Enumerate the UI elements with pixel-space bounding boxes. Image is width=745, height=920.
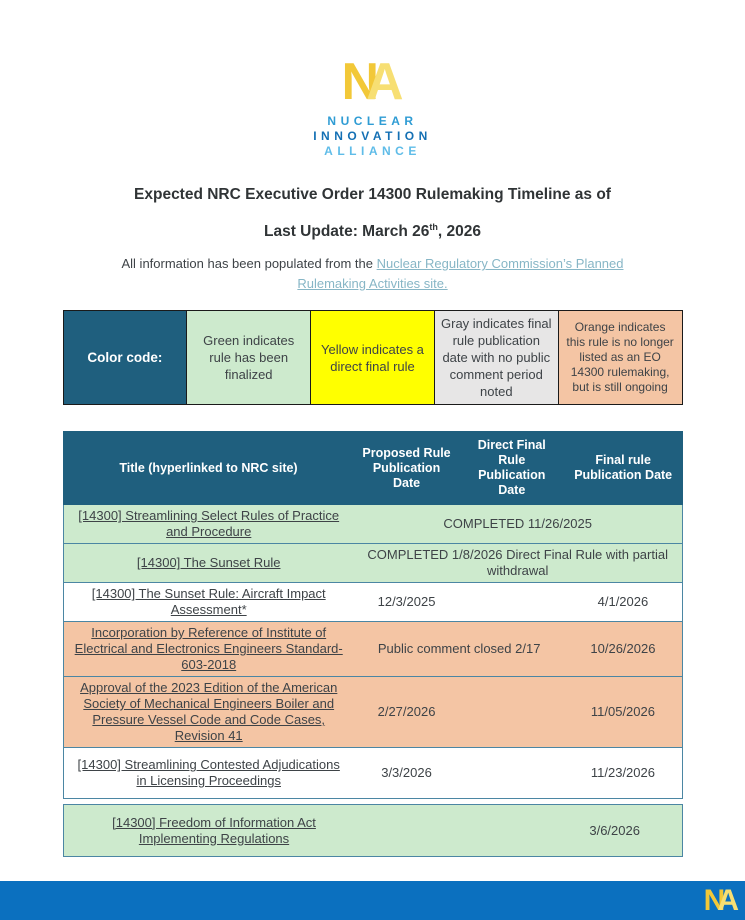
nia-wordmark: NUCLEAR INNOVATION ALLIANCE (0, 114, 745, 159)
rule-link[interactable]: Approval of the 2023 Edition of the Amer… (80, 680, 338, 744)
legend-green-cell: Green indicates rule has been finalized (186, 310, 312, 406)
final-date-cell: 4/1/2026 (564, 582, 683, 623)
footer-bar: NA (0, 881, 745, 920)
direct-final-date-cell (459, 747, 565, 800)
table-row: [14300] Freedom of Information Act Imple… (62, 804, 683, 858)
footer-nia-logo-icon: NA (703, 884, 739, 917)
legend-yellow-cell: Yellow indicates a direct final rule (310, 310, 435, 406)
proposed-date-cell: 2/27/2026 (353, 676, 460, 749)
table-row: [14300] Streamlining Contested Adjudicat… (62, 747, 683, 800)
rule-status-cell: COMPLETED 11/26/2025 (353, 504, 683, 545)
rule-link[interactable]: [14300] The Sunset Rule (136, 555, 281, 571)
nia-logo-mark-icon: NA (0, 56, 745, 108)
source-note-text: All information has been populated from … (121, 256, 377, 272)
page-title-line1: Expected NRC Executive Order 14300 Rulem… (134, 186, 611, 203)
rule-title-cell: [14300] Streamlining Select Rules of Pra… (62, 504, 354, 545)
table-row: [14300] The Sunset Rule COMPLETED 1/8/20… (62, 543, 683, 584)
rule-title-cell: [14300] The Sunset Rule (62, 543, 354, 584)
table-header-row: Title (hyperlinked to NRC site) Proposed… (62, 431, 683, 506)
wordmark-nuclear: NUCLEAR (327, 114, 418, 128)
rule-title-cell: [14300] Streamlining Contested Adjudicat… (62, 747, 354, 800)
rule-title-cell: Approval of the 2023 Edition of the Amer… (62, 676, 354, 749)
page-title-line2: Last Update: March 26th, 2026 (264, 222, 481, 241)
rule-status-cell: COMPLETED 1/8/2026 Direct Final Rule wit… (353, 543, 683, 584)
rule-link[interactable]: [14300] Streamlining Contested Adjudicat… (77, 757, 340, 789)
legend-orange-cell: Orange indicates this rule is no longer … (557, 310, 683, 406)
final-date-cell: 11/05/2026 (564, 676, 683, 749)
direct-final-date-cell (459, 582, 565, 623)
header-final-date: Final rule Publication Date (563, 431, 683, 506)
rule-link[interactable]: [14300] Freedom of Information Act Imple… (112, 814, 316, 846)
rule-title-cell: [14300] The Sunset Rule: Aircraft Impact… (62, 582, 354, 623)
nia-logo: NA NUCLEAR INNOVATION ALLIANCE (0, 0, 745, 159)
table-row: Incorporation by Reference of Institute … (62, 621, 683, 678)
wordmark-alliance: ALLIANCE (324, 144, 421, 158)
final-date-cell: 3/6/2026 (589, 822, 640, 838)
legend-label-cell: Color code: (62, 310, 188, 406)
legend-gray-cell: Gray indicates final rule publication da… (433, 310, 559, 406)
ordinal-superscript: th (429, 222, 438, 232)
logo-letter-a: A (366, 53, 404, 111)
header-proposed-date: Proposed Rule Publication Date (353, 431, 460, 506)
table-row: [14300] The Sunset Rule: Aircraft Impact… (62, 582, 683, 623)
logo-letter-n: N (341, 53, 379, 111)
rulemaking-table: Title (hyperlinked to NRC site) Proposed… (62, 431, 683, 800)
wordmark-innovation: INNOVATION (313, 129, 432, 143)
rule-link[interactable]: [14300] The Sunset Rule: Aircraft Impact… (91, 586, 326, 618)
direct-final-date-cell (459, 676, 565, 749)
table-row: Approval of the 2023 Edition of the Amer… (62, 676, 683, 749)
table-row: [14300] Streamlining Select Rules of Pra… (62, 504, 683, 545)
rule-title-cell: Incorporation by Reference of Institute … (62, 621, 354, 678)
source-note: All information has been populated from … (113, 254, 633, 294)
nrc-site-link[interactable]: Nuclear Regulatory Commission’s Planned … (297, 256, 624, 292)
rule-link[interactable]: [14300] Streamlining Select Rules of Pra… (78, 508, 340, 540)
header-direct-final-date: Direct Final Rule Publication Date (458, 431, 565, 506)
proposed-date-cell: 12/3/2025 (353, 582, 460, 623)
final-date-cell: 11/23/2026 (564, 747, 683, 800)
color-code-legend: Color code: Green indicates rule has bee… (62, 310, 683, 406)
final-date-cell: 10/26/2026 (564, 621, 683, 678)
rule-title-cell: [14300] Freedom of Information Act Imple… (74, 815, 355, 847)
page-title: Expected NRC Executive Order 14300 Rulem… (0, 179, 745, 248)
proposed-date-cell: 3/3/2026 (353, 747, 460, 800)
rule-link[interactable]: Incorporation by Reference of Institute … (74, 625, 343, 673)
header-title: Title (hyperlinked to NRC site) (62, 431, 355, 506)
rule-status-cell: Public comment closed 2/17 (353, 621, 565, 678)
